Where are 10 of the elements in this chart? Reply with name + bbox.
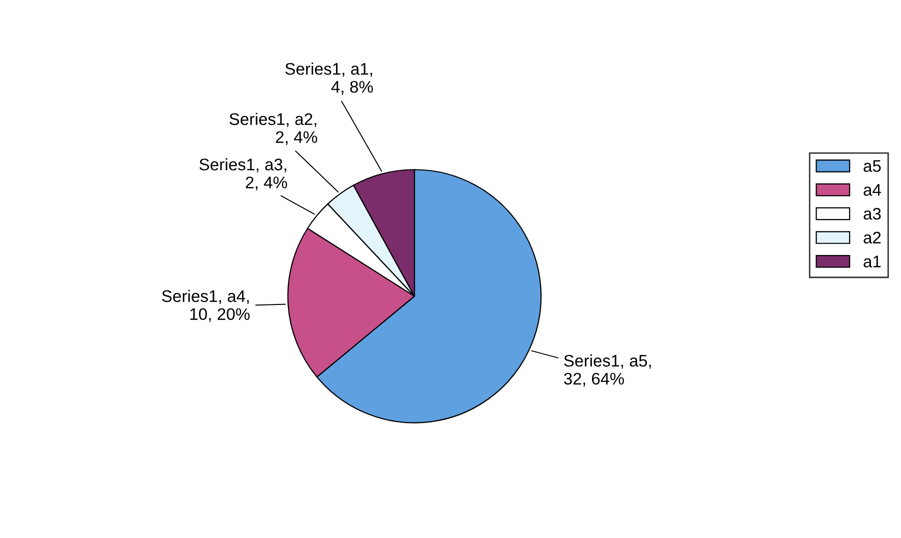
legend-label: a1 — [864, 256, 881, 268]
legend-label: a5 — [864, 160, 881, 172]
data-label: Series1, a2, 2, 4% — [230, 112, 318, 145]
legend-label: a3 — [864, 208, 881, 220]
data-label: Series1, a1, 4, 8% — [285, 62, 373, 95]
legend-label: a4 — [864, 184, 882, 196]
data-label: Series1, a5, 32, 64% — [564, 354, 651, 387]
legend-label: a2 — [864, 232, 881, 244]
data-label: Series1, a3, 2, 4% — [199, 158, 288, 190]
data-label: Series1, a4, 10, 20% — [162, 290, 250, 322]
